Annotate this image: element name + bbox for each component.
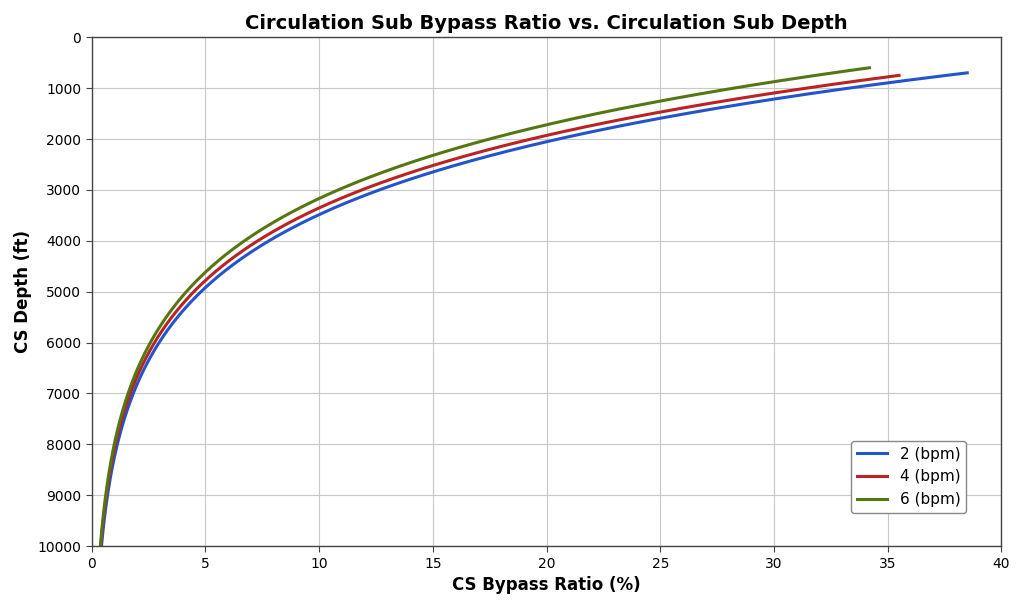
2 (bpm) bbox=[218, 268, 230, 275]
6 (bpm) bbox=[863, 64, 876, 71]
6 (bpm) bbox=[348, 179, 360, 187]
2 (bpm) bbox=[257, 241, 269, 248]
6 (bpm) bbox=[218, 252, 230, 260]
X-axis label: CS Bypass Ratio (%): CS Bypass Ratio (%) bbox=[453, 576, 641, 594]
4 (bpm) bbox=[208, 269, 220, 277]
4 (bpm) bbox=[97, 514, 110, 521]
Title: Circulation Sub Bypass Ratio vs. Circulation Sub Depth: Circulation Sub Bypass Ratio vs. Circula… bbox=[245, 14, 848, 33]
4 (bpm) bbox=[94, 542, 106, 550]
4 (bpm) bbox=[357, 185, 370, 193]
Line: 4 (bpm): 4 (bpm) bbox=[100, 75, 899, 546]
4 (bpm) bbox=[518, 137, 530, 145]
2 (bpm) bbox=[98, 514, 111, 521]
6 (bpm) bbox=[502, 131, 514, 138]
6 (bpm) bbox=[238, 238, 250, 245]
Line: 6 (bpm): 6 (bpm) bbox=[100, 67, 869, 546]
6 (bpm) bbox=[94, 542, 106, 550]
Y-axis label: CS Depth (ft): CS Depth (ft) bbox=[14, 230, 32, 353]
2 (bpm) bbox=[554, 135, 566, 142]
Line: 2 (bpm): 2 (bpm) bbox=[101, 73, 968, 546]
2 (bpm) bbox=[381, 184, 393, 191]
2 (bpm) bbox=[962, 69, 974, 77]
4 (bpm) bbox=[244, 243, 256, 250]
6 (bpm) bbox=[97, 513, 110, 520]
4 (bpm) bbox=[223, 257, 236, 264]
4 (bpm) bbox=[893, 72, 905, 79]
6 (bpm) bbox=[204, 264, 216, 272]
2 (bpm) bbox=[234, 255, 247, 263]
2 (bpm) bbox=[95, 542, 108, 550]
Legend: 2 (bpm), 4 (bpm), 6 (bpm): 2 (bpm), 4 (bpm), 6 (bpm) bbox=[851, 441, 967, 513]
